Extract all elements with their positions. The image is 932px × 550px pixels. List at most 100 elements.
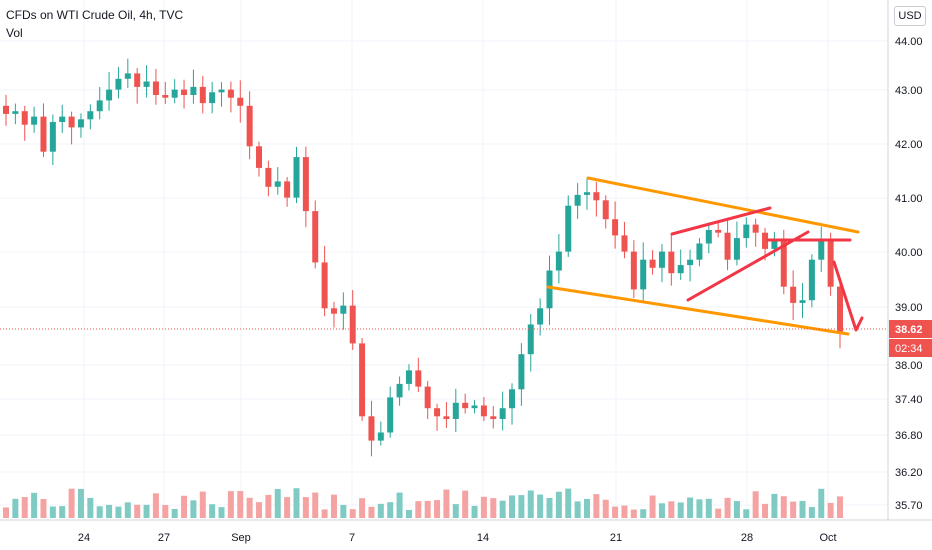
candle-body bbox=[443, 416, 450, 419]
volume-bar bbox=[21, 497, 28, 518]
candle-body bbox=[246, 105, 253, 147]
volume-bar bbox=[152, 493, 159, 518]
volume-bar bbox=[265, 494, 272, 518]
volume-bar bbox=[190, 500, 197, 518]
volume-bar bbox=[565, 488, 572, 518]
volume-bar bbox=[143, 504, 150, 518]
volume-bar bbox=[808, 507, 815, 518]
volume-bar bbox=[790, 501, 797, 518]
volume-bar bbox=[621, 505, 628, 518]
volume-bar bbox=[359, 498, 366, 518]
candle-body bbox=[677, 265, 684, 274]
candle-body bbox=[124, 73, 131, 79]
volume-bar bbox=[284, 497, 291, 518]
volume-bar bbox=[593, 494, 600, 518]
volume-bar bbox=[583, 498, 590, 518]
volume-bar bbox=[405, 509, 412, 518]
volume-bar bbox=[771, 493, 778, 518]
volume-bar bbox=[162, 505, 169, 518]
candle-body bbox=[218, 89, 225, 93]
price-tick: 41.00 bbox=[895, 193, 923, 205]
candle-body bbox=[424, 386, 431, 409]
candle-body bbox=[583, 192, 590, 195]
currency-button[interactable]: USD bbox=[894, 6, 926, 26]
candle-body bbox=[312, 211, 319, 263]
volume-bar bbox=[49, 506, 56, 518]
candle-body bbox=[96, 100, 103, 112]
candle-body bbox=[199, 86, 206, 104]
candle-body bbox=[837, 286, 843, 332]
candle-body bbox=[752, 224, 759, 233]
volume-bar bbox=[321, 509, 328, 518]
volume-bar bbox=[752, 491, 759, 518]
volume-legend: Vol bbox=[6, 26, 23, 40]
time-tick: 28 bbox=[741, 532, 753, 544]
candle-body bbox=[490, 416, 497, 419]
candle-body bbox=[349, 305, 356, 344]
chart-title: CFDs on WTI Crude Oil, 4h, TVC bbox=[6, 8, 184, 22]
volume-bar bbox=[115, 506, 122, 518]
volume-bar bbox=[537, 494, 544, 518]
volume-bar bbox=[452, 504, 459, 518]
volume-bar bbox=[40, 499, 47, 518]
volume-bar bbox=[209, 504, 216, 518]
volume-bar bbox=[733, 501, 740, 518]
candle-body bbox=[377, 432, 384, 441]
volume-bar bbox=[368, 506, 375, 518]
volume-bar bbox=[640, 509, 647, 518]
volume-bar bbox=[658, 503, 665, 518]
volume-bar bbox=[499, 500, 506, 518]
candle-body bbox=[593, 192, 600, 201]
price-tick: 39.00 bbox=[895, 302, 923, 314]
time-tick: Sep bbox=[231, 532, 251, 544]
candle-body bbox=[452, 402, 459, 419]
volume-bar bbox=[396, 492, 403, 518]
candle-body bbox=[546, 270, 553, 309]
price-tick: 35.70 bbox=[895, 500, 923, 512]
candlestick-series bbox=[3, 58, 843, 457]
candle-body bbox=[190, 86, 197, 95]
volume-bar bbox=[705, 498, 712, 518]
candle-body bbox=[827, 240, 834, 287]
candle-body bbox=[171, 89, 178, 98]
volume-bar bbox=[443, 489, 450, 518]
volume-bars bbox=[3, 488, 843, 518]
volume-bar bbox=[434, 500, 441, 518]
volume-bar bbox=[274, 488, 281, 518]
volume-bar bbox=[480, 496, 487, 518]
volume-bar bbox=[124, 502, 131, 518]
candle-body bbox=[274, 181, 281, 187]
volume-bar bbox=[340, 504, 347, 518]
candle-body bbox=[321, 262, 328, 309]
volume-bar bbox=[687, 497, 694, 518]
candle-body bbox=[499, 408, 506, 419]
volume-bar bbox=[59, 506, 66, 518]
candle-body bbox=[808, 259, 815, 301]
volume-bar bbox=[227, 491, 234, 518]
volume-bar bbox=[293, 488, 300, 518]
candle-body bbox=[743, 224, 750, 239]
candle-body bbox=[771, 240, 778, 249]
wedge-lower-line bbox=[686, 230, 810, 302]
candle-body bbox=[256, 146, 263, 168]
candle-body bbox=[630, 251, 637, 290]
candle-body bbox=[3, 105, 9, 114]
candle-body bbox=[284, 181, 291, 198]
candle-body bbox=[621, 235, 628, 252]
volume-bar bbox=[171, 508, 178, 518]
candle-body bbox=[555, 251, 562, 271]
candle-body bbox=[471, 405, 478, 409]
volume-bar bbox=[630, 509, 637, 518]
candle-body bbox=[12, 111, 19, 114]
chart-grid bbox=[0, 0, 888, 520]
candle-body bbox=[733, 238, 740, 260]
candle-body bbox=[668, 251, 675, 274]
volume-bar bbox=[377, 503, 384, 518]
volume-bar bbox=[780, 496, 787, 518]
volume-bar bbox=[349, 509, 356, 518]
volume-bar bbox=[649, 495, 656, 518]
volume-bar bbox=[490, 498, 497, 518]
candle-body bbox=[115, 78, 122, 90]
volume-bar bbox=[302, 497, 309, 518]
